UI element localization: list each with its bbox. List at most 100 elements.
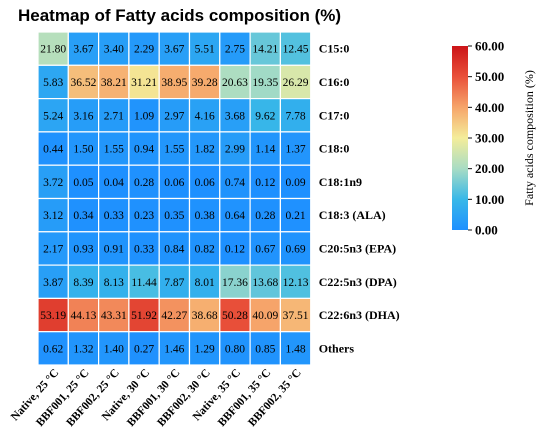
cell-value-label: 0.91	[104, 243, 124, 255]
heatmap-cell	[97, 197, 130, 233]
colorbar-tick-label: 0.00	[475, 223, 498, 238]
cell-value-label: 1.37	[285, 144, 305, 156]
heatmap-cell	[249, 197, 282, 233]
heatmap-cell	[128, 131, 160, 166]
heatmap-cell	[188, 197, 221, 233]
cell-value-label: 31.21	[131, 77, 157, 89]
heatmap-cell	[158, 231, 191, 266]
cell-value-label: 8.13	[104, 277, 124, 289]
cell-value-label: 0.80	[225, 343, 245, 355]
heatmap-cell	[67, 231, 100, 266]
heatmap-cell	[279, 297, 312, 333]
colorbar-tick-label: 40.00	[475, 100, 504, 115]
heatmap-cell	[128, 264, 160, 300]
cell-value-label: 21.80	[40, 44, 66, 56]
heatmap-cell	[219, 297, 251, 333]
cell-value-label: 2.75	[225, 44, 245, 56]
cell-value-label: 2.17	[43, 243, 63, 255]
row-label: C18:3 (ALA)	[319, 208, 386, 222]
cell-value-label: 5.24	[43, 110, 63, 122]
cell-value-label: 0.82	[195, 243, 215, 255]
heatmap-cell	[97, 97, 130, 133]
cell-value-label: 3.68	[225, 110, 245, 122]
cell-value-label: 1.09	[134, 110, 154, 122]
cell-value-label: 50.28	[222, 310, 248, 322]
cell-value-label: 43.31	[101, 310, 127, 322]
row-label: C17:0	[319, 108, 350, 122]
colorbar-tick-label: 10.00	[475, 192, 504, 207]
cell-value-label: 0.12	[225, 243, 245, 255]
cell-value-label: 3.72	[43, 177, 63, 189]
cell-value-label: 0.69	[285, 243, 305, 255]
colorbar-tick-label: 20.00	[475, 161, 504, 176]
cell-value-label: 0.64	[225, 210, 245, 222]
cell-value-label: 0.33	[134, 243, 154, 255]
cell-value-label: 1.50	[73, 144, 93, 156]
heatmap-cell	[67, 297, 100, 333]
heatmap-cell	[279, 64, 312, 100]
cell-value-label: 1.40	[104, 343, 124, 355]
heatmap-cell	[128, 197, 160, 233]
heatmap-cell	[37, 164, 69, 200]
heatmap-cell	[279, 264, 312, 300]
cell-value-label: 2.71	[104, 110, 124, 122]
cell-value-label: 2.97	[164, 110, 184, 122]
heatmap-cell	[37, 264, 69, 300]
cell-value-label: 0.62	[43, 343, 63, 355]
row-labels: C15:0 C16:0 C17:0 C18:0 C18:1n9 C18:3 (ALA) C2…	[319, 42, 400, 356]
cell-value-label: 5.51	[195, 44, 215, 56]
cell-value-label: 0.85	[255, 343, 275, 355]
heatmap-cell	[158, 331, 191, 366]
cell-value-label: 0.23	[134, 210, 154, 222]
cell-value-label: 44.13	[71, 310, 97, 322]
chart-title: Heatmap of Fatty acids composition (%)	[18, 6, 341, 25]
row-label: C22:5n3 (DPA)	[319, 275, 397, 289]
heatmap-cell	[279, 164, 312, 200]
cell-value-label: 0.21	[285, 210, 305, 222]
cell-value-label: 38.21	[101, 77, 127, 89]
heatmap-cell	[37, 97, 69, 133]
cell-value-label: 19.35	[252, 77, 278, 89]
cell-value-label: 20.63	[222, 77, 248, 89]
cell-value-label: 1.82	[195, 144, 215, 156]
cell-value-label: 7.87	[164, 277, 184, 289]
cell-value-label: 1.32	[73, 343, 93, 355]
cell-value-label: 36.52	[71, 77, 97, 89]
row-label: C18:0	[319, 142, 350, 156]
cell-value-label: 9.62	[255, 110, 275, 122]
cell-value-label: 26.29	[283, 77, 309, 89]
colorbar-ticks: 0.00 10.00 20.00 30.00 40.00 50.00 60.00	[468, 39, 504, 238]
heatmap-cell	[219, 231, 251, 266]
heatmap-cell	[279, 197, 312, 233]
heatmap-cell	[37, 331, 69, 366]
cell-value-label: 8.01	[195, 277, 215, 289]
cell-value-label: 51.92	[131, 310, 157, 322]
cell-value-label: 0.27	[134, 343, 154, 355]
colorbar-tick-label: 60.00	[475, 39, 504, 54]
heatmap-cell	[219, 64, 251, 100]
cell-value-label: 37.51	[283, 310, 309, 322]
cell-value-label: 40.09	[252, 310, 278, 322]
row-label: C22:6n3 (DHA)	[319, 308, 400, 322]
heatmap-cell	[158, 97, 191, 133]
heatmap-cell	[128, 97, 160, 133]
cell-value-label: 14.21	[252, 44, 278, 56]
cell-value-label: 1.46	[164, 343, 184, 355]
cell-value-label: 3.87	[43, 277, 63, 289]
heatmap-cell	[249, 64, 282, 100]
cell-value-label: 17.36	[222, 277, 248, 289]
cell-value-label: 0.34	[73, 210, 93, 222]
cell-value-label: 0.12	[255, 177, 275, 189]
cell-value-label: 12.13	[283, 277, 309, 289]
heatmap-cell	[188, 264, 221, 300]
cell-value-label: 11.44	[131, 277, 157, 289]
cell-value-label: 0.74	[225, 177, 245, 189]
cell-value-label: 0.33	[104, 210, 124, 222]
heatmap-cell	[279, 331, 312, 366]
colorbar-tick-label: 50.00	[475, 69, 504, 84]
cell-value-label: 0.04	[104, 177, 124, 189]
heatmap-cell	[249, 31, 282, 66]
cell-value-label: 0.05	[73, 177, 93, 189]
colorbar-gradient	[452, 46, 468, 230]
